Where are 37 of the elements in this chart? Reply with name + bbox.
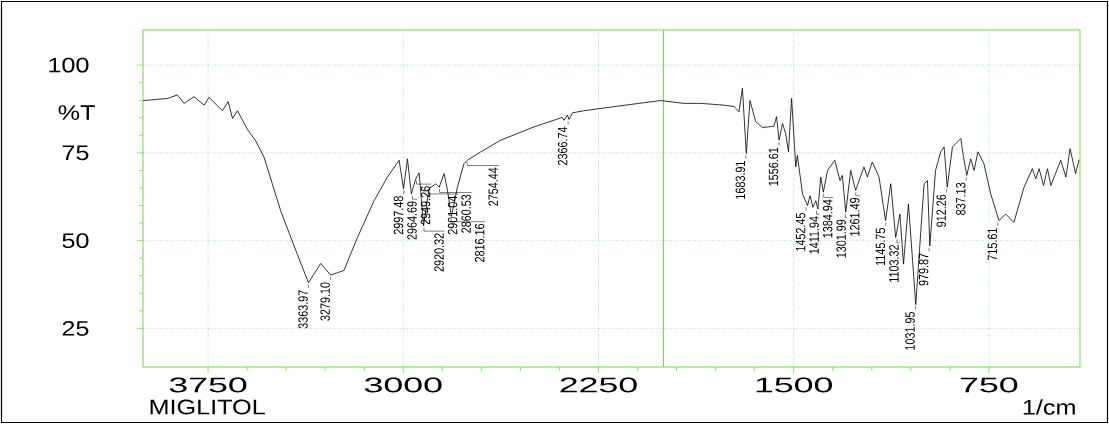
annotation: 1411.94: [809, 216, 819, 254]
y-axis-title: %T: [58, 105, 95, 120]
annotation: 1145.75: [875, 228, 886, 266]
annotation: 1301.99: [836, 219, 846, 258]
annotation: 2901.04: [447, 196, 458, 235]
x-tick-label: 1500: [756, 377, 832, 393]
x-tick-label: 3750: [169, 377, 247, 393]
annotation: 3363.97: [298, 290, 308, 329]
annotation: 1261.49: [849, 197, 860, 236]
y-tick-label: 75: [62, 145, 89, 161]
annotation: 715.61: [987, 228, 998, 261]
annotation: 3279.10: [320, 282, 330, 321]
annotation: 912.26: [936, 194, 946, 227]
annotation: 1031.95: [905, 312, 915, 350]
annotation: 1103.32: [889, 245, 899, 282]
annotation: 2816.16: [474, 223, 485, 262]
annotation: 1384.94: [822, 199, 833, 238]
annotation: 1452.45: [795, 213, 806, 251]
annotation: 2754.44: [488, 167, 498, 206]
y-tick-label: 100: [49, 57, 89, 73]
x-tick-label: 2250: [560, 377, 637, 393]
annotation: 2949.26: [420, 186, 431, 225]
annotation: 1556.61: [768, 147, 779, 186]
annotation: 837.13: [955, 182, 966, 215]
annotation: 1683.91: [735, 161, 746, 199]
y-tick-label: 50: [62, 233, 89, 249]
x-axis-title: 1/cm: [1023, 399, 1075, 415]
x-tick-label: 750: [960, 377, 1018, 393]
annotation: 2997.48: [393, 196, 404, 235]
y-tick-label: 25: [62, 320, 89, 336]
annotation: 2920.32: [434, 233, 444, 272]
annotation: 2860.53: [461, 194, 471, 233]
annotation: 2964.69: [407, 201, 417, 240]
annotation: 2366.74: [557, 126, 568, 166]
x-tick-label: 3000: [364, 377, 442, 393]
annotation: 979.87: [918, 253, 929, 286]
text: MIGLITOL: [150, 399, 265, 415]
